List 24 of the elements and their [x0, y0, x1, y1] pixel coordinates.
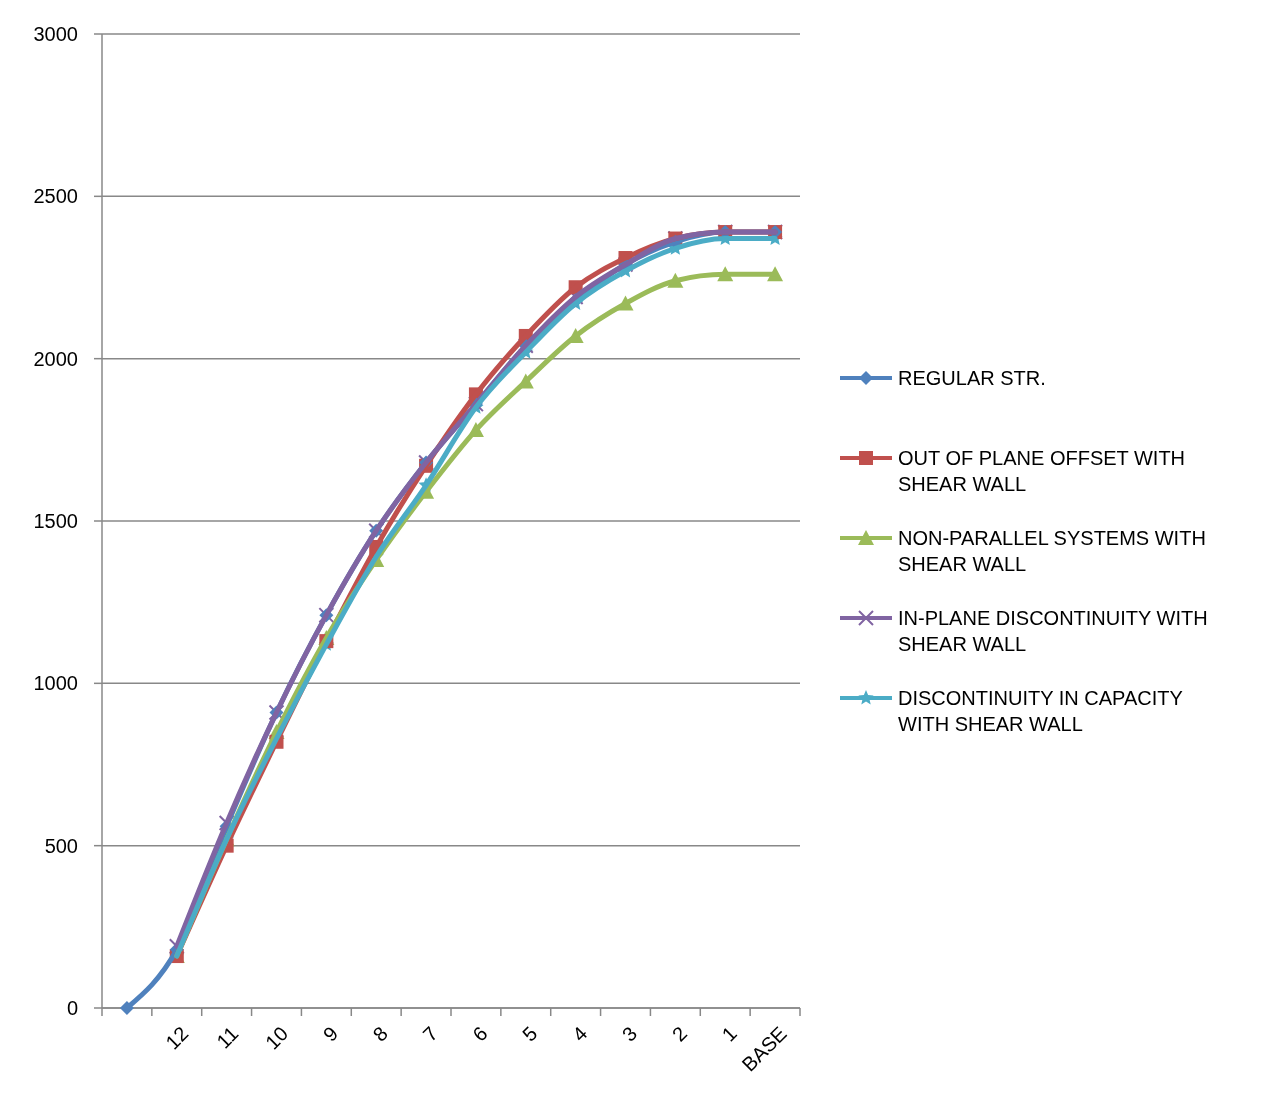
y-tick-label: 1500: [33, 510, 78, 532]
x-tick-label: 4: [568, 1022, 592, 1046]
x-tick-label: 6: [468, 1022, 492, 1046]
x-tick-label: 7: [418, 1022, 442, 1046]
x-tick-label: 10: [260, 1022, 293, 1054]
y-tick-label: 2000: [33, 347, 78, 370]
y-tick-label: 1000: [33, 672, 78, 695]
x-tick-label: 1: [717, 1022, 741, 1046]
x-tick-label: 2: [667, 1022, 692, 1046]
legend-label: NON-PARALLEL SYSTEMS WITH SHEAR WALL: [898, 527, 1206, 575]
x-tick-label: 3: [617, 1022, 642, 1046]
x-tick-label: 12: [161, 1022, 193, 1054]
y-tick-label: 2500: [33, 185, 78, 208]
x-tick-label: 8: [368, 1022, 392, 1046]
legend-label: REGULAR STR.: [898, 367, 1046, 389]
legend-label: OUT OF PLANE OFFSET WITH SHEAR WALL: [898, 447, 1186, 495]
x-tick-label: 11: [212, 1022, 243, 1053]
legend-label: DISCONTINUITY IN CAPACITY WITH SHEAR WALL: [898, 687, 1183, 735]
y-tick-label: 500: [44, 834, 78, 857]
x-tick-label: 9: [318, 1022, 343, 1046]
y-tick-label: 0: [66, 997, 78, 1019]
y-tick-label: 3000: [33, 23, 78, 45]
x-tick-label: 5: [518, 1022, 542, 1046]
legend-label: IN-PLANE DISCONTINUITY WITH SHEAR WALL: [898, 607, 1208, 655]
